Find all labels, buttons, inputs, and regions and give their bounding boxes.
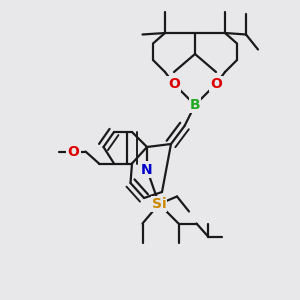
Text: Si: Si	[152, 197, 166, 211]
Text: B: B	[190, 98, 200, 112]
Text: N: N	[141, 163, 153, 176]
Text: O: O	[68, 145, 80, 158]
Text: O: O	[168, 77, 180, 91]
Text: O: O	[210, 77, 222, 91]
